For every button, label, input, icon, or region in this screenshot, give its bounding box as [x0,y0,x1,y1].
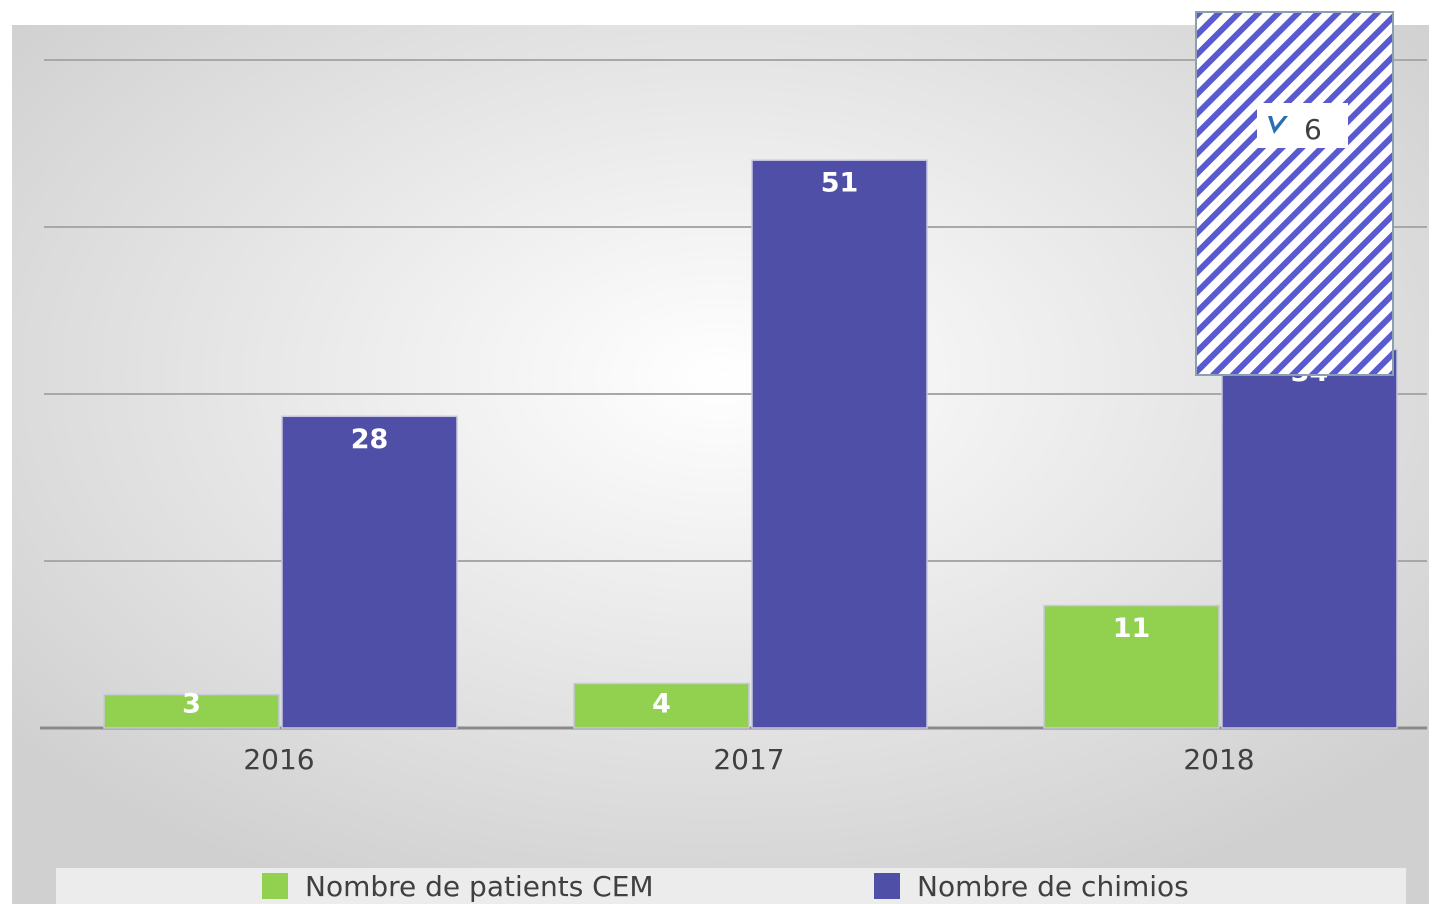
overlay-box [1195,11,1394,376]
data-label: 3 [182,689,201,720]
legend-background [56,868,1406,904]
data-label: 28 [351,424,389,455]
legend-label: Nombre de patients CEM [305,870,654,903]
bar [751,159,928,729]
chart-background [12,25,1429,904]
bar [1221,348,1398,729]
bar [573,682,750,729]
bar [103,693,280,729]
x-tick-label: 2018 [1183,743,1254,776]
bar [281,415,458,729]
legend-swatch [874,873,900,899]
data-label: 11 [1113,613,1151,644]
overlay-icon [1268,116,1288,134]
data-label: 51 [821,168,859,199]
overlay-label: 6 [1304,113,1322,146]
x-tick-label: 2017 [713,743,784,776]
overlay-badge [1257,103,1348,148]
data-label: 4 [652,689,671,720]
bar [1043,604,1220,729]
legend-swatch [262,873,288,899]
legend-label: Nombre de chimios [917,870,1189,903]
x-tick-label: 2016 [243,743,314,776]
